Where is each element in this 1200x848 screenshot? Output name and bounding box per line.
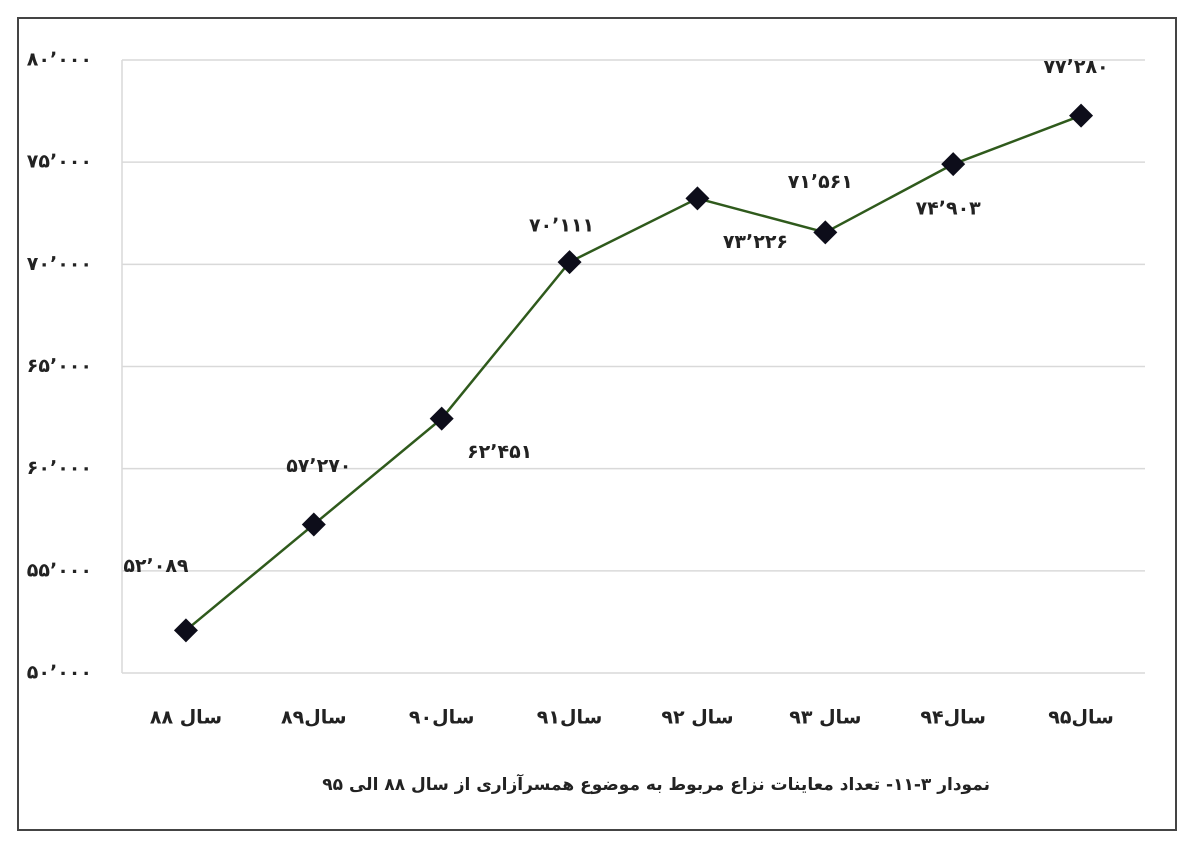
data-label: ۷۳٬۲۲۶ <box>723 231 788 253</box>
data-line <box>185 114 1082 632</box>
marker <box>941 152 966 177</box>
y-tick-label: ۶۰٬۰۰۰ <box>27 457 92 479</box>
data-label: ۵۲٬۰۸۹ <box>123 555 189 577</box>
x-tick-label: سال۸۹ <box>281 707 347 729</box>
data-label: ۷۱٬۵۶۱ <box>788 171 853 193</box>
x-tick-label: سال ۸۸ <box>150 707 222 729</box>
y-tick-label: ۷۰٬۰۰۰ <box>27 253 92 275</box>
x-tick-label: سال۹۴ <box>920 707 986 729</box>
data-label: ۶۲٬۴۵۱ <box>467 441 532 463</box>
marker <box>813 220 838 245</box>
y-tick-label: ۵۵٬۰۰۰ <box>27 559 92 581</box>
marker <box>301 512 326 537</box>
data-label: ۵۷٬۲۷۰ <box>286 455 351 477</box>
x-tick-label: سال ۹۳ <box>789 707 861 729</box>
y-tick-label: ۶۵٬۰۰۰ <box>27 355 92 377</box>
x-tick-label: سال۹۵ <box>1048 707 1114 729</box>
y-tick-label: ۵۰٬۰۰۰ <box>27 662 92 684</box>
x-tick-label: سال۹۱ <box>537 707 603 729</box>
data-label: ۷۰٬۱۱۱ <box>529 215 594 237</box>
data-label: ۷۴٬۹۰۳ <box>916 198 982 220</box>
x-tick-label: سال ۹۲ <box>661 707 733 729</box>
chart-title: نمودار ۳-۱۱- تعداد معاینات نزاع مربوط به… <box>322 775 990 795</box>
x-tick-label: سال۹۰ <box>409 707 475 729</box>
marker <box>173 618 198 643</box>
y-tick-label: ۸۰٬۰۰۰ <box>27 49 92 71</box>
frame <box>17 17 1177 831</box>
marker <box>557 250 582 275</box>
y-tick-label: ۷۵٬۰۰۰ <box>27 151 92 173</box>
marker <box>1069 103 1094 128</box>
data-label: ۷۷٬۲۸۰ <box>1043 56 1108 78</box>
marker <box>685 186 710 211</box>
marker <box>429 406 454 431</box>
